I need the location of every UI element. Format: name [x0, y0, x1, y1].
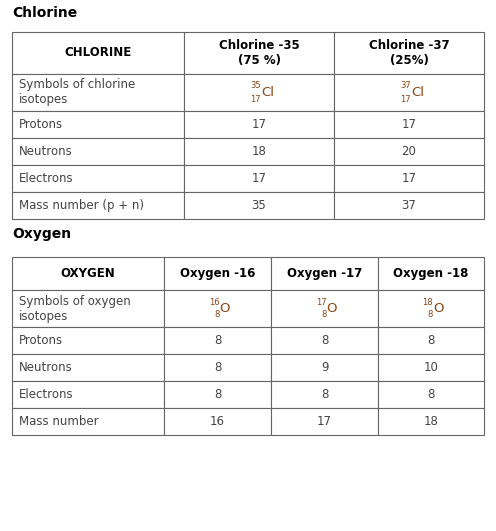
Text: O: O [326, 302, 337, 315]
Text: O: O [433, 302, 443, 315]
Bar [12, 165, 184, 192]
Bar [12, 192, 184, 219]
Text: Mass number: Mass number [19, 415, 99, 428]
Bar [184, 192, 334, 219]
Text: 37: 37 [402, 199, 417, 212]
Text: Oxygen -17: Oxygen -17 [287, 267, 362, 280]
Text: 9: 9 [321, 361, 328, 374]
Text: 8: 8 [321, 310, 326, 319]
Bar [271, 381, 378, 408]
Bar [378, 408, 484, 435]
Text: 20: 20 [402, 145, 417, 158]
Text: Electrons: Electrons [19, 172, 73, 185]
Bar [12, 138, 184, 165]
Bar [12, 354, 164, 381]
Bar [12, 381, 164, 408]
Text: Mass number (p + n): Mass number (p + n) [19, 199, 144, 212]
Text: 8: 8 [321, 388, 328, 401]
Bar [271, 290, 378, 327]
Bar [334, 165, 484, 192]
Bar [378, 257, 484, 290]
Text: 8: 8 [428, 334, 434, 347]
Bar [12, 408, 164, 435]
Text: Chlorine: Chlorine [12, 6, 77, 20]
Text: Electrons: Electrons [19, 388, 73, 401]
Text: 18: 18 [251, 145, 266, 158]
Text: 17: 17 [401, 118, 417, 131]
Text: 8: 8 [214, 388, 221, 401]
Text: 8: 8 [214, 361, 221, 374]
Text: 10: 10 [424, 361, 438, 374]
Text: 37: 37 [400, 81, 411, 90]
Text: Chlorine -37
(25%): Chlorine -37 (25%) [369, 39, 449, 67]
Text: 35: 35 [250, 81, 261, 90]
Text: 16: 16 [209, 297, 220, 306]
Text: Cl: Cl [261, 86, 274, 99]
Text: Oxygen -16: Oxygen -16 [180, 267, 255, 280]
Bar [184, 138, 334, 165]
Bar [164, 327, 271, 354]
Text: 17: 17 [250, 95, 261, 104]
Text: 17: 17 [251, 172, 266, 185]
Bar [334, 192, 484, 219]
Text: Symbols of oxygen
isotopes: Symbols of oxygen isotopes [19, 295, 131, 322]
Text: 8: 8 [428, 310, 433, 319]
Text: Neutrons: Neutrons [19, 145, 73, 158]
Bar [334, 74, 484, 111]
Text: CHLORINE: CHLORINE [64, 47, 131, 59]
Bar [12, 257, 164, 290]
Text: Protons: Protons [19, 334, 63, 347]
Bar [12, 32, 184, 74]
Text: Symbols of chlorine
isotopes: Symbols of chlorine isotopes [19, 79, 135, 107]
Bar [184, 74, 334, 111]
Text: 18: 18 [424, 415, 438, 428]
Text: 8: 8 [214, 334, 221, 347]
Bar [271, 408, 378, 435]
Text: Chlorine -35
(75 %): Chlorine -35 (75 %) [219, 39, 300, 67]
Bar [271, 354, 378, 381]
Bar [271, 327, 378, 354]
Text: 16: 16 [210, 415, 225, 428]
Text: Oxygen -18: Oxygen -18 [393, 267, 469, 280]
Text: 17: 17 [400, 95, 411, 104]
Text: Cl: Cl [411, 86, 424, 99]
Bar [334, 111, 484, 138]
Text: 17: 17 [317, 415, 332, 428]
Bar [12, 327, 164, 354]
Bar [12, 111, 184, 138]
Bar [378, 354, 484, 381]
Bar [184, 165, 334, 192]
Bar [164, 354, 271, 381]
Bar [378, 381, 484, 408]
Bar [378, 290, 484, 327]
Text: Protons: Protons [19, 118, 63, 131]
Text: OXYGEN: OXYGEN [61, 267, 116, 280]
Text: Oxygen: Oxygen [12, 227, 71, 241]
Bar [334, 138, 484, 165]
Text: 17: 17 [251, 118, 266, 131]
Bar [271, 257, 378, 290]
Text: 18: 18 [423, 297, 433, 306]
Text: 17: 17 [401, 172, 417, 185]
Bar [12, 74, 184, 111]
Bar [164, 381, 271, 408]
Text: 8: 8 [428, 388, 434, 401]
Bar [164, 257, 271, 290]
Text: 8: 8 [214, 310, 220, 319]
Bar [378, 327, 484, 354]
Bar [184, 111, 334, 138]
Bar [164, 290, 271, 327]
Text: O: O [220, 302, 230, 315]
Text: 17: 17 [316, 297, 326, 306]
Bar [12, 290, 164, 327]
Bar [164, 408, 271, 435]
Text: 35: 35 [251, 199, 266, 212]
Bar [334, 32, 484, 74]
Text: Neutrons: Neutrons [19, 361, 73, 374]
Bar [184, 32, 334, 74]
Text: 8: 8 [321, 334, 328, 347]
